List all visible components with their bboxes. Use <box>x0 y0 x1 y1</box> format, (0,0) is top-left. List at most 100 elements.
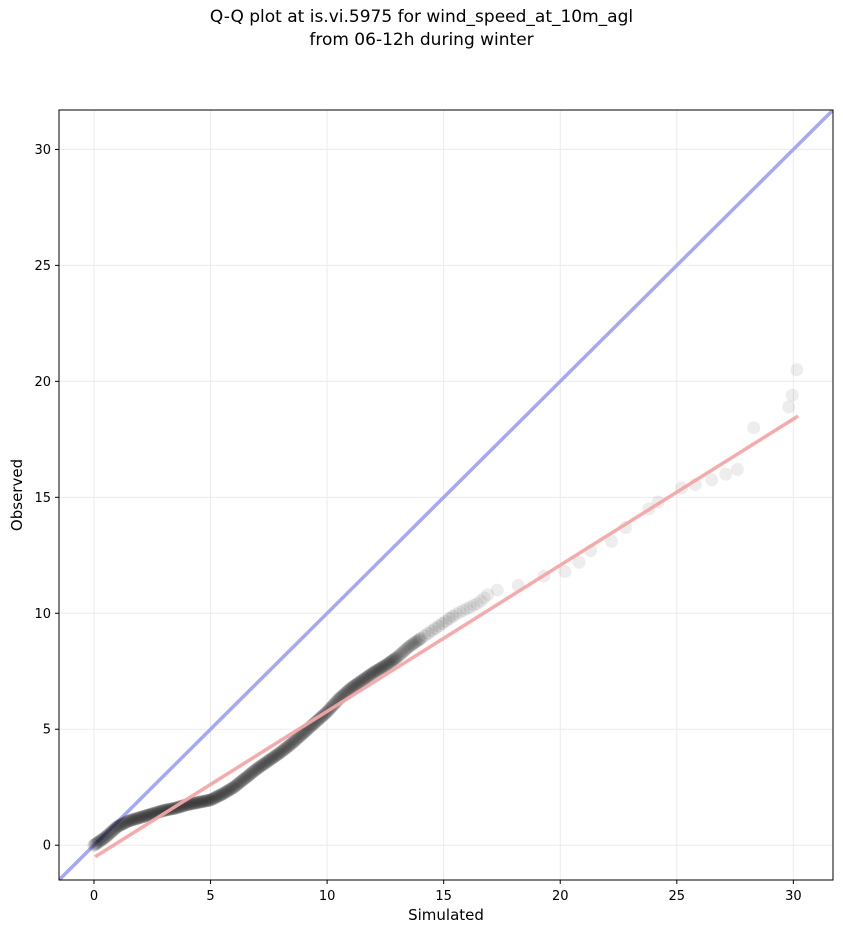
data-point <box>356 673 370 687</box>
data-point <box>425 624 439 638</box>
data-point <box>266 751 280 765</box>
data-point <box>185 797 199 811</box>
data-point <box>467 598 481 612</box>
data-point <box>116 817 130 831</box>
data-point <box>388 652 402 666</box>
data-point <box>385 654 399 668</box>
data-point <box>269 749 283 763</box>
data-point <box>460 602 474 616</box>
data-point <box>248 764 262 778</box>
data-point <box>364 667 378 681</box>
axes-frame <box>58 109 834 881</box>
data-point <box>100 829 114 843</box>
data-point <box>223 783 237 797</box>
data-point <box>378 659 392 673</box>
data-point <box>265 752 279 766</box>
data-point <box>446 609 460 623</box>
identity-line <box>59 110 833 880</box>
y-tick-label: 20 <box>34 375 51 390</box>
data-point <box>135 810 149 824</box>
data-point <box>195 795 209 809</box>
data-point <box>231 777 245 791</box>
data-point <box>95 832 109 846</box>
data-point <box>242 768 256 782</box>
data-point <box>207 791 221 805</box>
data-point <box>363 668 377 682</box>
data-point <box>214 788 228 802</box>
data-point <box>782 400 796 414</box>
axis-ticks: 0 5 10 15 20 25 30 0 5 10 15 20 25 30 <box>34 143 801 904</box>
data-point <box>144 807 158 821</box>
data-point <box>251 761 265 775</box>
data-point <box>351 676 365 690</box>
data-point <box>719 467 733 481</box>
data-point <box>399 642 413 656</box>
data-point <box>259 756 273 770</box>
data-point <box>456 604 470 617</box>
data-point <box>402 640 416 654</box>
data-point <box>370 664 384 678</box>
data-point <box>91 835 105 849</box>
data-point <box>371 663 385 677</box>
data-point <box>237 772 251 786</box>
data-point <box>449 607 463 621</box>
data-point <box>108 822 122 836</box>
data-point <box>421 626 435 640</box>
data-point <box>283 738 297 752</box>
data-point <box>209 790 223 804</box>
data-point <box>428 621 442 635</box>
data-point <box>249 762 263 776</box>
data-point <box>109 820 123 834</box>
data-point <box>262 754 276 768</box>
data-point <box>287 734 301 748</box>
data-point <box>267 750 281 764</box>
data-point <box>193 795 207 809</box>
data-point <box>490 583 504 597</box>
y-tick-label: 5 <box>43 723 51 738</box>
data-point <box>273 746 287 760</box>
data-point <box>253 759 267 773</box>
data-point <box>477 591 491 605</box>
data-point <box>263 753 277 767</box>
y-tick-label: 25 <box>34 259 51 274</box>
fit-line <box>94 414 799 859</box>
data-point <box>281 739 295 753</box>
data-point <box>368 665 382 679</box>
data-point <box>453 605 467 619</box>
data-point <box>197 794 211 808</box>
data-point <box>572 555 586 569</box>
data-point <box>104 826 118 840</box>
data-point <box>730 462 744 476</box>
data-point <box>204 793 218 807</box>
data-point <box>252 760 266 774</box>
data-point <box>288 733 302 747</box>
data-point <box>218 785 232 799</box>
data-point <box>213 788 227 802</box>
data-point <box>133 811 147 825</box>
data-point <box>392 649 406 663</box>
data-point <box>98 830 112 844</box>
data-point <box>137 809 151 823</box>
x-tick-label: 5 <box>206 889 214 904</box>
data-point <box>121 815 135 829</box>
data-point <box>241 769 255 783</box>
data-point <box>256 757 270 771</box>
data-point <box>200 794 214 808</box>
data-point <box>107 823 121 837</box>
data-point <box>290 732 304 746</box>
data-point <box>119 815 133 829</box>
data-point <box>206 792 220 806</box>
data-point <box>442 612 456 626</box>
data-point <box>128 812 142 826</box>
data-point <box>291 731 305 745</box>
data-point <box>605 534 619 548</box>
data-point <box>357 672 371 686</box>
data-point <box>790 363 804 377</box>
data-point <box>276 744 290 758</box>
data-point <box>94 833 108 847</box>
data-point <box>238 771 252 785</box>
data-point <box>342 683 356 697</box>
data-point <box>93 834 107 848</box>
data-point <box>239 770 253 784</box>
data-point <box>210 790 224 804</box>
